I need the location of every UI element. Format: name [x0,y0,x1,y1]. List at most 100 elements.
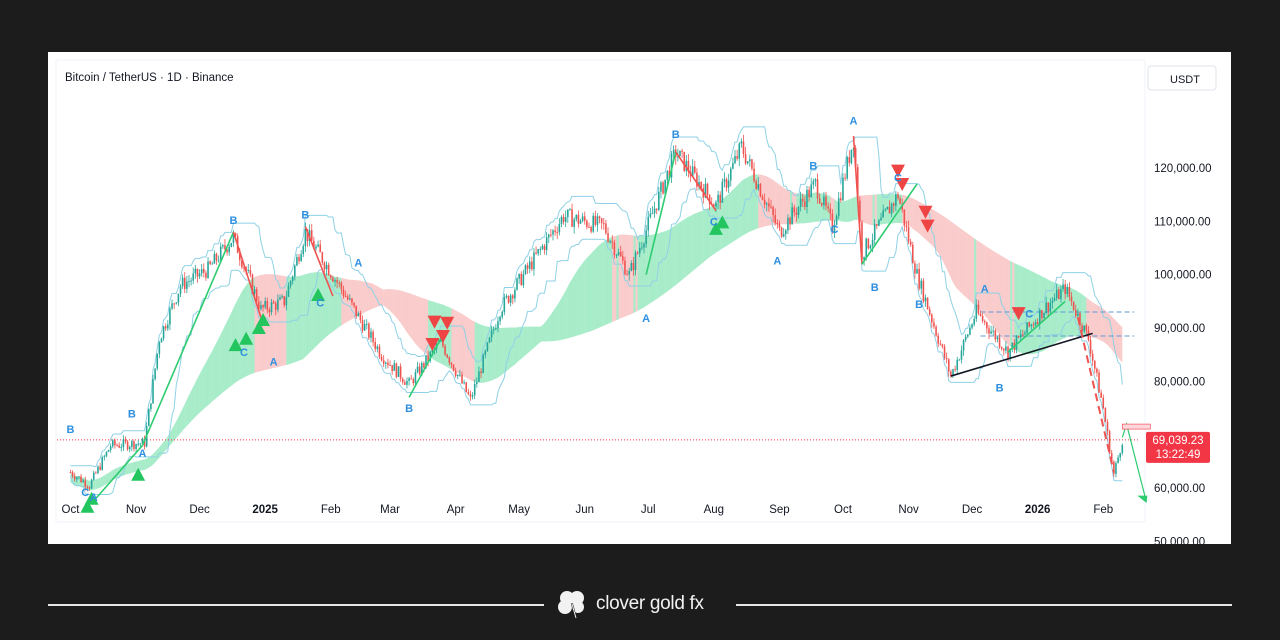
wave-label: A [354,258,362,270]
candle-body [914,263,916,274]
candle-body [869,245,872,249]
candle-body [842,177,844,201]
candle-body [167,324,169,329]
candle-body [160,338,163,343]
candle-body [111,440,114,447]
candle-body [884,209,887,211]
candle-body [226,249,228,253]
candle-body [92,472,95,480]
candle-body [600,218,603,224]
candle-body [162,326,165,339]
candle-body [1041,310,1043,319]
candle-body [554,230,556,233]
candle-body [454,370,457,377]
candle-body [882,210,884,218]
candle-body [768,203,770,207]
candle-body [681,150,683,152]
candle-body [804,201,806,207]
candle-body [238,253,241,261]
candle-body [86,486,89,488]
candle-body [401,378,404,383]
candle-body [1060,289,1062,299]
candle-body [1104,408,1107,422]
candle-body [518,273,520,279]
wave-label: C [240,347,248,359]
candle-body [188,281,190,283]
candle-body [173,303,175,305]
candle-body [1036,322,1039,325]
candle-body [109,446,112,450]
candle-body [1077,313,1079,316]
candle-body [505,296,508,298]
brand: clover gold fx [556,588,704,620]
x-tick-label: Aug [704,504,724,516]
candle-body [696,172,698,187]
wave-label: A [850,115,858,127]
candle-body [99,466,101,470]
candle-body [840,198,842,201]
candle-body [867,238,870,249]
candle-body [806,189,808,207]
candle-body [1096,368,1098,373]
projection-arrow [1121,421,1147,499]
candle-body [719,194,721,203]
candle-body [1074,309,1077,316]
candle-body [988,328,990,334]
zigzag-line [861,183,918,265]
wave-label: B [66,424,74,436]
current-price-label: 69,039.23 [1152,435,1203,447]
buy-signal-marker [311,287,326,301]
candle-body [1034,322,1037,326]
candle-body [116,445,118,447]
candle-body [545,237,548,251]
candle-body [200,269,203,274]
candle-body [90,479,93,489]
candle-body [321,252,324,263]
candle-body [774,215,777,224]
candle-body [808,189,810,198]
candle-body [283,296,286,306]
candle-body [230,242,233,247]
candle-body [823,196,825,206]
candle-body [471,395,474,397]
candle-body [313,240,315,249]
candle-body [274,303,277,310]
candle-body [880,217,882,221]
candle-body [928,309,931,315]
x-tick-label: Apr [447,504,465,516]
candle-body [814,179,817,182]
candle-body [636,252,639,254]
candle-body [95,472,97,474]
candle-body [645,230,647,244]
candle-body [82,480,84,483]
candle-body [164,326,167,329]
candle-body [1119,453,1121,458]
candle-body [501,311,504,317]
candle-body [1000,347,1003,349]
wave-label: C [316,298,324,310]
candle-body [272,302,275,304]
candle-body [251,274,254,294]
candle-body [473,383,476,396]
candle-body [359,313,362,321]
candle-body [952,369,954,377]
candle-body [143,438,146,447]
candle-body [698,181,700,187]
candle-body [558,223,561,233]
candle-body [268,309,271,313]
candle-body [704,183,707,198]
candle-body [772,207,774,216]
candle-body [986,322,988,329]
candle-body [763,199,766,205]
candle-body [990,331,992,334]
candle-body [920,280,923,289]
buy-signal-marker [228,338,243,352]
candle-body [247,269,250,271]
candle-body [1005,346,1007,351]
candle-body [217,260,220,262]
candle-body [1053,298,1056,301]
currency-badge[interactable]: USDT [1170,74,1200,86]
candle-body [723,179,726,182]
currency-badge-box[interactable] [1147,65,1217,91]
